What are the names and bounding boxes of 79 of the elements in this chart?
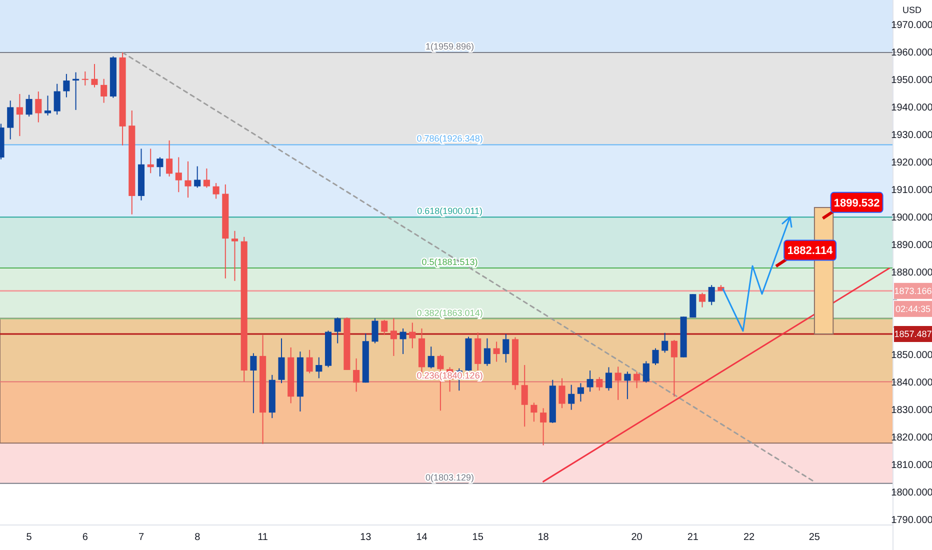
text: 02:44:35: [895, 304, 931, 314]
candlestick: [558, 378, 566, 409]
ref-line-label: 1857.487: [894, 329, 932, 340]
candlestick: [493, 341, 500, 362]
candlestick: [16, 94, 23, 137]
candlestick: [521, 364, 528, 428]
candlestick: [372, 318, 378, 344]
candlestick: [605, 366, 612, 392]
y-axis-title: USD: [902, 5, 922, 16]
candlestick: [194, 166, 201, 188]
candlestick: [596, 376, 603, 392]
x-tick-label: 11: [258, 532, 268, 543]
candlestick: [175, 156, 182, 193]
candlestick: [26, 94, 32, 118]
x-tick-label: 6: [82, 532, 88, 543]
ref-line-label: 0.618(1900.011): [417, 206, 482, 216]
candlestick: [147, 148, 154, 174]
x-tick-label: 22: [743, 532, 755, 543]
candlestick: [670, 340, 678, 398]
candlestick: [708, 284, 715, 306]
candlestick: [400, 328, 406, 355]
candlestick: [54, 83, 60, 116]
candlestick: [7, 100, 14, 140]
x-tick-label: 25: [808, 532, 820, 543]
ref-line-label: 0.382(1863.014): [416, 308, 483, 318]
candlestick: [428, 346, 434, 369]
candlestick: [63, 73, 70, 98]
candlestick: [278, 338, 285, 384]
candlestick: [184, 160, 192, 198]
candlestick: [690, 294, 696, 318]
candlestick: [156, 156, 164, 177]
ref-line-label: 0.786(1926.348): [416, 134, 483, 144]
candlestick: [568, 384, 575, 410]
candlestick: [381, 319, 388, 336]
candlestick: [334, 316, 341, 344]
candlestick: [634, 371, 640, 389]
candlestick: [72, 72, 80, 110]
candlestick: [484, 338, 490, 366]
x-tick-label: 15: [472, 532, 484, 543]
candlestick: [624, 371, 631, 400]
annotation: 1899.532: [834, 197, 880, 210]
candlestick: [35, 91, 42, 123]
candlestick: [540, 408, 547, 446]
x-tick-label: 18: [538, 532, 550, 543]
candlestick: [166, 140, 173, 177]
annotation: 1882.114: [787, 245, 834, 258]
candlestick: [409, 322, 416, 349]
candlestick: [614, 366, 622, 400]
x-tick-label: 5: [26, 532, 32, 543]
candlestick: [44, 95, 52, 116]
candlestick: [250, 352, 257, 414]
candlestick: [652, 348, 659, 366]
ref-line-label: 1873.166: [894, 286, 932, 296]
candlestick: [203, 168, 210, 188]
candlestick: [353, 358, 360, 392]
x-tick-label: 8: [194, 532, 201, 543]
candlestick: [306, 349, 313, 374]
candlestick: [231, 230, 238, 282]
candlestick: [502, 333, 510, 364]
x-tick-label: 21: [687, 532, 699, 543]
candlestick: [577, 382, 584, 402]
candlestick: [698, 292, 706, 308]
x-tick-label: 20: [631, 532, 643, 543]
x-tick-label: 14: [416, 532, 428, 543]
candlestick: [390, 318, 397, 356]
candlestick: [530, 402, 538, 422]
candlestick: [100, 78, 108, 104]
candlestick: [82, 70, 88, 86]
x-tick-label: 7: [138, 532, 144, 543]
candlestick: [642, 360, 650, 384]
candlestick: [586, 370, 594, 392]
candlestick: [316, 356, 322, 379]
candlestick: [212, 182, 220, 200]
candlestick: [91, 64, 98, 88]
ref-line-label: 0.5(1881.513): [422, 256, 478, 267]
candlestick: [662, 332, 668, 354]
ref-line-label: 0(1803.129): [426, 472, 474, 482]
ref-line-label: 1(1959.896): [426, 42, 474, 52]
x-tick-label: 13: [360, 532, 372, 543]
